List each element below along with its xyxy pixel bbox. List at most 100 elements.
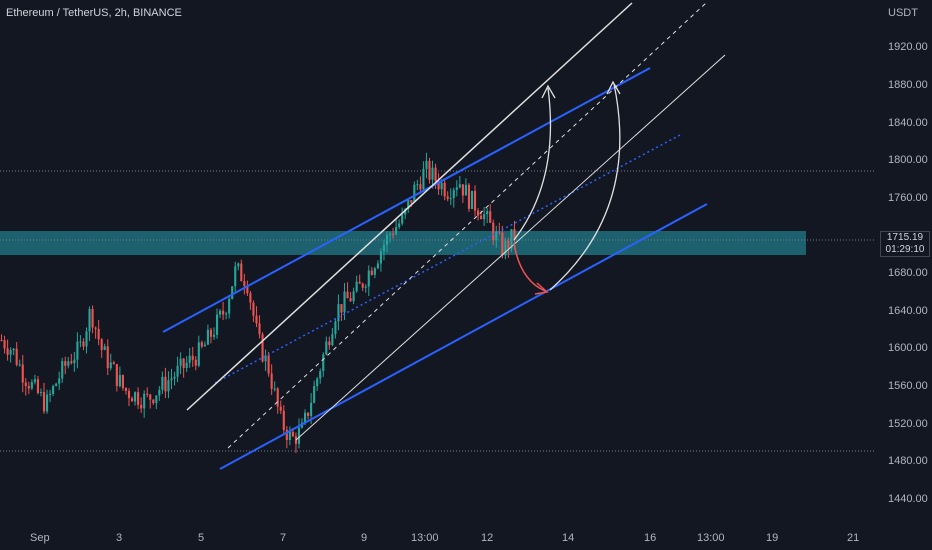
candle-body (212, 334, 216, 337)
candle-body (434, 167, 437, 182)
candle-body (346, 291, 349, 299)
candle-body (328, 341, 331, 346)
candle-body (513, 229, 516, 240)
candle-body (58, 378, 61, 384)
price-tick: 1640.00 (888, 305, 928, 317)
candle-body (194, 359, 197, 366)
candle-body (170, 378, 173, 381)
candle-body (507, 240, 510, 249)
candle-body (209, 329, 213, 337)
candle-body (458, 184, 461, 188)
candle-body (349, 298, 352, 302)
candle-body (404, 208, 407, 215)
candle-body (231, 286, 234, 299)
channel-lower-line[interactable] (219, 203, 708, 470)
candle-body (467, 184, 471, 209)
candle-body (127, 391, 131, 399)
candle-body (228, 298, 231, 314)
candle-body (112, 362, 115, 365)
candle-body (398, 223, 401, 228)
candle-body (27, 386, 30, 389)
projection-arrow-red[interactable] (513, 242, 546, 292)
candle-body (443, 182, 446, 197)
time-tick: 5 (198, 532, 204, 544)
candle-body (476, 210, 480, 216)
candle-body (152, 399, 155, 404)
candle-body (510, 229, 513, 249)
price-axis[interactable]: USDT 1920.00 1880.00 1840.00 1800.00 176… (888, 7, 928, 505)
candle-body (440, 182, 443, 190)
candle-body (52, 385, 55, 394)
candle-body (70, 361, 73, 364)
candle-body (61, 361, 64, 379)
candle-body (39, 392, 43, 394)
candle-body (264, 355, 267, 362)
candle-body (206, 329, 209, 345)
candle-body (486, 211, 489, 215)
candle-body (288, 431, 291, 440)
candle-body (322, 354, 325, 372)
candle-body (109, 362, 112, 369)
price-tick: 1760.00 (888, 192, 928, 204)
price-tick: 1600.00 (888, 342, 928, 354)
candle-body (121, 375, 124, 388)
price-tick: 1800.00 (888, 154, 928, 166)
candle-body (480, 215, 483, 220)
candle-body (297, 427, 301, 444)
time-tick: 13:00 (411, 532, 439, 544)
price-tick: 1560.00 (888, 380, 928, 392)
channel-upper-line[interactable] (162, 67, 651, 333)
candle-body (149, 394, 152, 400)
candle-body (340, 304, 343, 313)
candle-body (76, 341, 79, 360)
candle-body (21, 364, 24, 383)
candle-body (376, 263, 379, 269)
candle-body (100, 339, 103, 350)
time-tick: 9 (361, 532, 367, 544)
candle-body (401, 214, 404, 224)
candle-body (161, 376, 164, 390)
candle-body (294, 436, 298, 444)
candle-body (331, 334, 334, 346)
price-tick: 1840.00 (888, 117, 928, 129)
candle-body (18, 364, 21, 366)
candle-body (343, 291, 346, 313)
candle-body (255, 315, 258, 324)
time-tick: 13:00 (697, 532, 725, 544)
candle-body (24, 382, 27, 387)
candle-body (9, 350, 12, 355)
candle-body (419, 184, 422, 190)
candle-body (36, 379, 40, 393)
candle-body (191, 355, 194, 360)
candle-body (273, 388, 276, 390)
candle-body (137, 392, 140, 405)
candle-body (252, 302, 255, 316)
white-channel-upper-line[interactable] (186, 2, 633, 411)
candle-body (176, 365, 179, 377)
candle-body (407, 200, 410, 209)
candle-body (243, 281, 246, 286)
white-channel-mid-dashed-line[interactable] (227, 2, 707, 449)
price-tick: 1680.00 (888, 267, 928, 279)
white-channel-lower-line[interactable] (295, 54, 726, 441)
projection-arrow-white-2[interactable] (549, 83, 621, 291)
candle-body (449, 198, 452, 200)
candle-body (94, 327, 97, 329)
candle-body (358, 281, 361, 284)
candle-body (461, 184, 464, 196)
time-tick: 21 (847, 532, 859, 544)
candle-body (385, 234, 389, 245)
candle-body (261, 334, 264, 362)
candle-body (88, 309, 91, 332)
time-axis[interactable]: Sep 3 5 7 9 13:00 12 14 16 13:00 19 21 (30, 532, 859, 544)
projection-arrow-white-1[interactable] (513, 87, 552, 241)
candle-body (489, 211, 492, 223)
candle-body (413, 184, 416, 203)
candle-body (388, 233, 392, 235)
candle-body (234, 266, 237, 287)
candle-body (55, 383, 58, 386)
candle-body (185, 362, 188, 369)
candle-body (118, 375, 121, 387)
candle-body (316, 378, 319, 387)
